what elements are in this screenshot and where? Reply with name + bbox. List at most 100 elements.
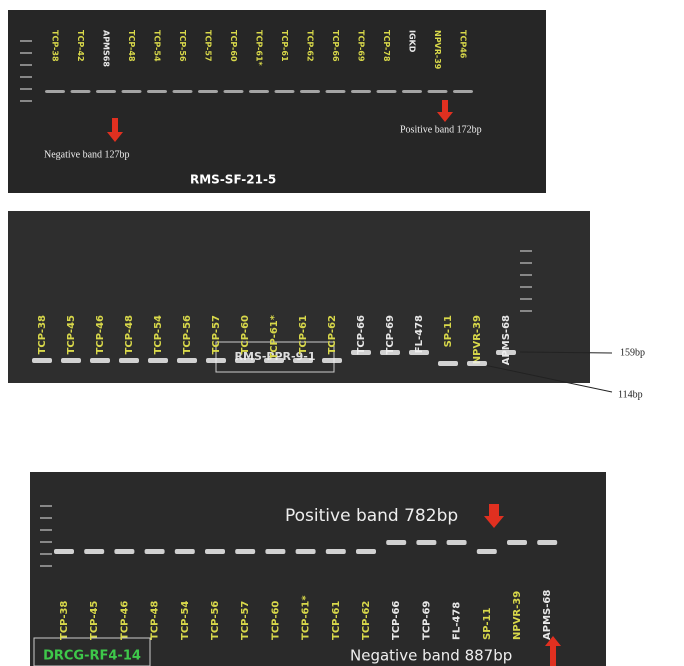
band [477, 549, 497, 554]
band [386, 540, 406, 545]
lane-label: SP-11 [482, 608, 493, 640]
lane-label: TCP-61 [280, 30, 289, 62]
band [447, 540, 467, 545]
lane-label: TCP-56 [178, 30, 187, 62]
band [496, 350, 516, 355]
band [198, 90, 218, 93]
lane-label: TCP-61* [255, 30, 264, 67]
band [148, 358, 168, 363]
band [438, 361, 458, 366]
band [275, 90, 295, 93]
annotation: Negative band 127bp [44, 149, 130, 160]
lane-label: TCP-46 [119, 601, 130, 640]
lane-label: TCP46 [459, 30, 468, 59]
lane-label: TCP-61* [301, 595, 312, 640]
band [249, 90, 269, 93]
lane-label: TCP-56 [182, 315, 193, 354]
lane-label: TCP-38 [59, 601, 70, 640]
ladder-band [40, 517, 52, 519]
band [177, 358, 197, 363]
lane-label: TCP-38 [37, 315, 48, 354]
lane-label: APMS68 [102, 30, 111, 67]
lane-label: TCP-61 [331, 601, 342, 640]
band [467, 361, 487, 366]
lane-label: TCP-69 [385, 315, 396, 354]
band [206, 358, 226, 363]
marker-label: DRCG-RF4-14 [43, 649, 141, 664]
ladder-band [40, 505, 52, 507]
band [45, 90, 65, 93]
band [54, 549, 74, 554]
band [32, 358, 52, 363]
size-label: 159bp [620, 347, 645, 358]
band [235, 358, 255, 363]
band [293, 358, 313, 363]
band [264, 358, 284, 363]
ladder-band [20, 100, 32, 102]
annotation: Positive band 782bp [285, 506, 458, 526]
lane-label: TCP-45 [66, 315, 77, 354]
band [147, 90, 167, 93]
band [61, 358, 81, 363]
band [416, 540, 436, 545]
ladder-band [40, 553, 52, 555]
ladder-band [520, 262, 532, 264]
band [265, 549, 285, 554]
lane-label: TCP-62 [306, 30, 315, 62]
ladder-band [40, 541, 52, 543]
band [537, 540, 557, 545]
lane-label: NPVR-39 [512, 591, 523, 640]
lane-label: IGKD [408, 30, 417, 53]
band [351, 350, 371, 355]
band [326, 90, 346, 93]
ladder-band [40, 565, 52, 567]
ladder-band [20, 76, 32, 78]
band [235, 549, 255, 554]
lane-label: TCP-66 [331, 30, 340, 62]
lane-label: TCP-78 [382, 30, 391, 62]
size-label: 114bp [618, 389, 643, 400]
band [453, 90, 473, 93]
lane-label: TCP-57 [204, 30, 213, 62]
lane-label: APMS-68 [501, 315, 512, 365]
lane-label: TCP-56 [210, 601, 221, 640]
ladder-band [520, 250, 532, 252]
band [377, 90, 397, 93]
lane-label: APMS-68 [542, 590, 553, 640]
marker-label: RMS-SF-21-5 [190, 173, 276, 187]
lane-label: FL-478 [414, 315, 425, 353]
band [96, 90, 116, 93]
lane-label: TCP-57 [240, 601, 251, 640]
lane-label: TCP-48 [150, 601, 161, 640]
lane-label: TCP-62 [361, 601, 372, 640]
band [224, 90, 244, 93]
ladder-band [20, 52, 32, 54]
lane-label: NPVR-39 [472, 315, 483, 364]
ladder-band [20, 40, 32, 42]
lane-label: TCP-54 [153, 315, 164, 354]
band [356, 549, 376, 554]
lane-label: TCP-69 [357, 30, 366, 62]
band [90, 358, 110, 363]
band [119, 358, 139, 363]
ladder-band [20, 64, 32, 66]
lane-label: TCP-57 [211, 315, 222, 354]
lane-label: TCP-66 [356, 315, 367, 354]
band [122, 90, 142, 93]
band [326, 549, 346, 554]
annotation: Negative band 887bp [350, 647, 512, 665]
ladder-band [520, 310, 532, 312]
band [205, 549, 225, 554]
band [145, 549, 165, 554]
lane-label: TCP-38 [51, 30, 60, 62]
lane-label: TCP-54 [153, 30, 162, 62]
lane-label: TCP-60 [240, 315, 251, 354]
lane-label: FL-478 [452, 602, 463, 640]
ladder-band [40, 529, 52, 531]
lane-label: NPVR-39 [433, 30, 442, 70]
annotation: Positive band 172bp [400, 124, 482, 135]
lane-label: TCP-46 [95, 315, 106, 354]
band [71, 90, 91, 93]
band [428, 90, 448, 93]
band [296, 549, 316, 554]
